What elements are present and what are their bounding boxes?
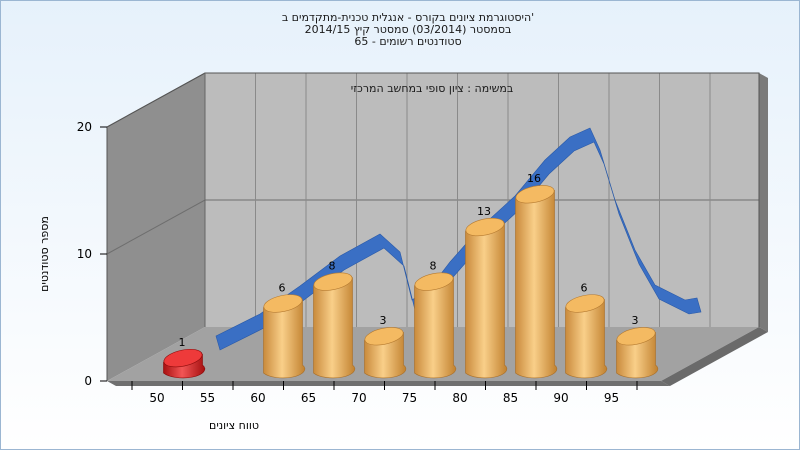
bar: 13 xyxy=(465,205,508,379)
bar-body xyxy=(263,299,306,379)
x-tick-label: 50 xyxy=(149,391,164,405)
x-tick-label: 90 xyxy=(553,391,568,405)
chart-title: היסטוגרמת ציונים בקורס - אנגלית טכנית-מת… xyxy=(282,11,534,48)
back-wall-edge xyxy=(759,73,768,332)
bar-top xyxy=(163,348,203,368)
floor-front-edge xyxy=(107,381,670,386)
bar: 8 xyxy=(313,260,356,379)
x-tick-label: 60 xyxy=(250,391,265,405)
bar-top xyxy=(616,327,656,346)
bar: 6 xyxy=(263,281,306,379)
bar-value-label: 6 xyxy=(581,281,588,294)
y-axis-label: מספר סטודנטים xyxy=(38,216,51,292)
bar-value-label: 1 xyxy=(179,336,186,349)
bar: 16 xyxy=(515,172,558,379)
x-tick-label: 85 xyxy=(503,391,518,405)
y-axis-ticks: 0 10 20 xyxy=(77,120,107,388)
bar-value-label: 3 xyxy=(632,314,639,327)
floor-right-edge xyxy=(661,327,768,386)
bar-body xyxy=(515,189,558,379)
bar-top xyxy=(263,294,303,313)
x-tick-label: 55 xyxy=(200,391,215,405)
chart-subtitle: במשימה : ציון סופי במחשב המרכזי xyxy=(351,82,514,95)
bar-value-label: 13 xyxy=(477,205,491,218)
bar-top xyxy=(313,272,353,291)
bar: 6 xyxy=(565,281,608,379)
bar-top xyxy=(465,217,505,237)
x-tick-label: 80 xyxy=(452,391,467,405)
bar-value-label: 8 xyxy=(430,260,437,273)
bar-top xyxy=(414,272,454,291)
bar-top xyxy=(515,185,555,204)
bar-top xyxy=(565,294,605,313)
title-line-3: סטודנטים רשומים - 65 xyxy=(354,35,461,48)
x-tick-label: 65 xyxy=(301,391,316,405)
x-tick-label: 95 xyxy=(604,391,619,405)
bar-value-label: 8 xyxy=(329,260,336,273)
bar-body xyxy=(313,277,356,379)
title-line-1: היסטוגרמת ציונים בקורס - אנגלית טכנית-מת… xyxy=(282,11,534,24)
bar-body xyxy=(414,277,457,379)
y-tick-label: 20 xyxy=(77,120,92,134)
x-tick-label: 70 xyxy=(351,391,366,405)
bar: 3 xyxy=(364,314,407,379)
bar-value-label: 6 xyxy=(279,281,286,294)
x-tick-label: 75 xyxy=(402,391,417,405)
x-axis-ticks: 50 55 60 65 70 75 80 85 90 95 xyxy=(131,381,638,405)
bar: 1 xyxy=(163,336,206,379)
bar: 8 xyxy=(414,260,457,379)
bar-top xyxy=(364,327,404,346)
bar-value-label: 3 xyxy=(380,314,387,327)
bar: 3 xyxy=(616,314,659,379)
x-axis-label: טווח ציונים xyxy=(209,419,259,432)
bar-body xyxy=(565,299,608,379)
title-line-2: בסמסטר (03/2014) סמסטר קיץ 2014/15 xyxy=(305,23,512,36)
bar-body xyxy=(465,222,508,379)
y-tick-label: 10 xyxy=(77,247,92,261)
y-tick-label: 0 xyxy=(84,374,92,388)
bar-value-label: 16 xyxy=(527,172,541,185)
